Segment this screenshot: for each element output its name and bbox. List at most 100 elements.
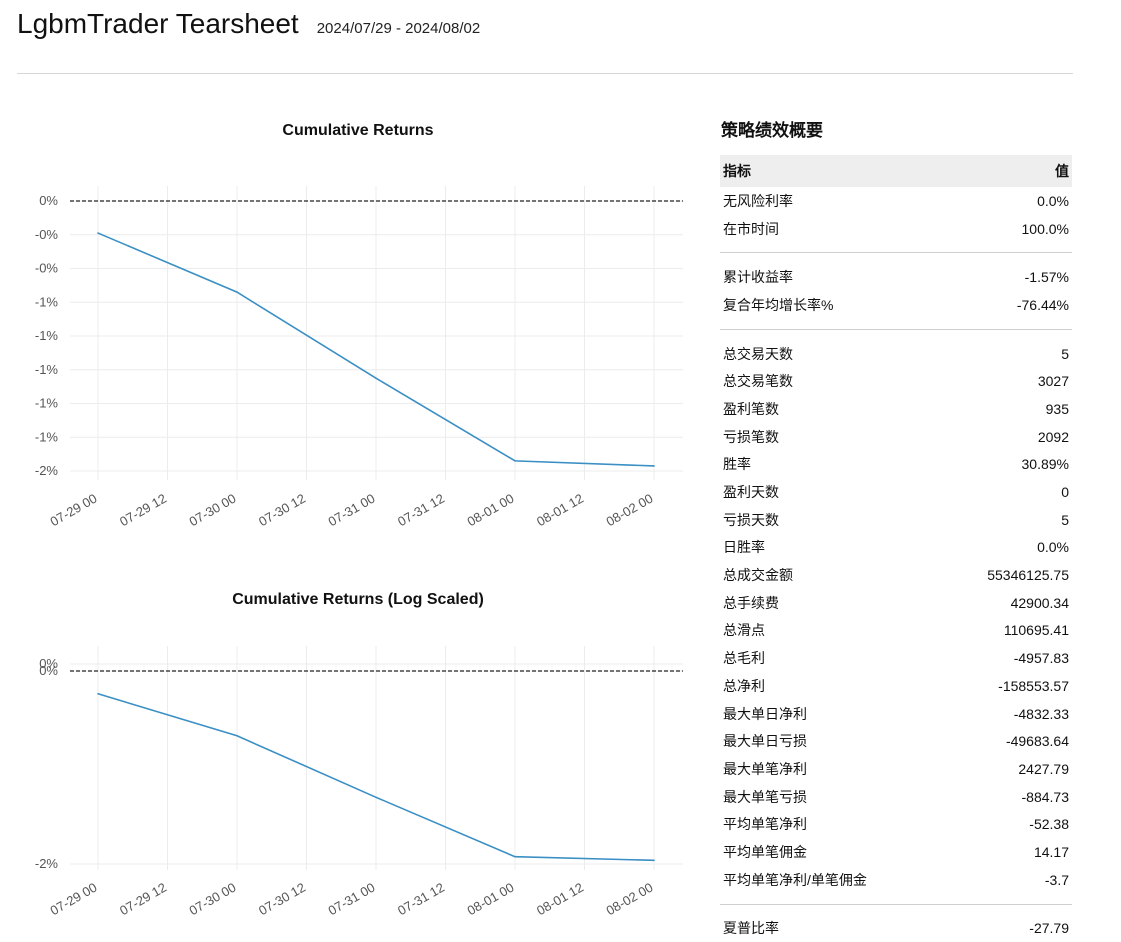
summary-row-label: 总手续费 (723, 593, 779, 613)
data-point (97, 232, 99, 234)
summary-row: 累计收益率-1.57% (720, 263, 1072, 291)
y-tick-label: -2% (35, 856, 59, 871)
summary-row-value: -3.7 (1045, 872, 1069, 888)
x-tick-label: 07-29 00 (48, 880, 100, 919)
x-tick-label: 07-31 00 (326, 491, 378, 530)
summary-row-value: 5 (1061, 346, 1069, 362)
summary-row-label: 平均单笔佣金 (723, 842, 807, 862)
summary-row-value: 0.0% (1037, 539, 1069, 555)
y-tick-label: -0% (35, 227, 59, 242)
summary-row: 平均单笔净利/单笔佣金-3.7 (720, 866, 1072, 894)
summary-row-value: 110695.41 (1004, 622, 1069, 638)
data-point (375, 797, 377, 799)
y-tick-label: -1% (35, 294, 59, 309)
summary-row-label: 盈利笔数 (723, 399, 779, 419)
y-tick-label: 0% (39, 663, 58, 678)
summary-row-value: -76.44% (1017, 297, 1069, 313)
summary-row-value: -4832.33 (1014, 706, 1069, 722)
summary-row: 总净利-158553.57 (720, 672, 1072, 700)
summary-row: 夏普比率 -27.79 (720, 915, 1072, 942)
y-tick-label: -1% (35, 429, 59, 444)
summary-row: 亏损天数 5 (720, 506, 1072, 534)
summary-row-value: -52.38 (1029, 816, 1069, 832)
summary-row: 复合年均增长率% -76.44% (720, 291, 1072, 319)
data-point (653, 860, 655, 862)
x-tick-label: 08-01 12 (534, 491, 586, 530)
summary-row-label: 总毛利 (723, 648, 765, 668)
date-range: 2024/07/29 - 2024/08/02 (317, 20, 480, 37)
summary-row: 最大单笔亏损 -884.73 (720, 783, 1072, 811)
summary-row: 总毛利-4957.83 (720, 644, 1072, 672)
x-tick-label: 07-29 12 (117, 880, 169, 919)
summary-row-value: 3027 (1038, 373, 1069, 389)
summary-row-value: -27.79 (1029, 920, 1069, 936)
x-tick-label: 08-01 00 (465, 880, 517, 919)
summary-row-value: 2427.79 (1018, 761, 1069, 777)
x-tick-label: 07-30 12 (256, 880, 308, 919)
summary-row-label: 复合年均增长率% (723, 295, 833, 315)
data-point (653, 465, 655, 467)
summary-row-label: 总净利 (723, 676, 765, 696)
summary-row-label: 总交易天数 (723, 344, 793, 364)
summary-row-label: 亏损天数 (723, 510, 779, 530)
x-tick-label: 07-30 12 (256, 491, 308, 530)
summary-row-value: 0.0% (1037, 193, 1069, 209)
summary-row: 总成交金额 55346125.75 (720, 561, 1072, 589)
y-tick-label: 0% (39, 193, 58, 208)
x-tick-label: 08-01 00 (465, 491, 517, 530)
summary-row-value: 5 (1061, 512, 1069, 528)
summary-row-label: 最大单日净利 (723, 704, 807, 724)
summary-row-label: 夏普比率 (723, 918, 779, 938)
summary-row: 亏损笔数 2092 (720, 423, 1072, 451)
summary-row-value: 55346125.75 (987, 567, 1069, 583)
summary-row-label: 胜率 (723, 454, 751, 474)
summary-row-label: 总成交金额 (723, 565, 793, 585)
y-tick-label: -1% (35, 328, 59, 343)
data-point (236, 735, 238, 737)
data-point (97, 693, 99, 695)
data-point (375, 377, 377, 379)
summary-row-value: -1.57% (1025, 269, 1069, 285)
summary-row-value: -49683.64 (1006, 733, 1069, 749)
summary-row-label: 总交易笔数 (723, 371, 793, 391)
x-tick-label: 07-31 12 (395, 880, 447, 919)
x-tick-label: 07-29 12 (117, 491, 169, 530)
header-value: 值 (1055, 161, 1069, 181)
summary-row-label: 亏损笔数 (723, 427, 779, 447)
summary-title: 策略绩效概要 (721, 116, 1072, 141)
chart-title-log-scaled: Cumulative Returns (Log Scaled) (178, 591, 538, 609)
y-tick-label: -2% (35, 463, 59, 478)
summary-row-value: 935 (1046, 401, 1069, 417)
data-point (514, 460, 516, 462)
summary-row-label: 最大单笔净利 (723, 759, 807, 779)
summary-row-value: 30.89% (1022, 456, 1069, 472)
data-point (236, 291, 238, 293)
header-divider (17, 73, 1073, 74)
summary-row-label: 最大单笔亏损 (723, 787, 807, 807)
summary-row-value: 2092 (1038, 429, 1069, 445)
chart-title-cumulative-returns: Cumulative Returns (178, 122, 538, 140)
summary-row-label: 盈利天数 (723, 482, 779, 502)
summary-row: 最大单笔净利 2427.79 (720, 755, 1072, 783)
x-tick-label: 07-29 00 (48, 491, 100, 530)
summary-row-value: -884.73 (1022, 789, 1069, 805)
x-tick-label: 08-01 12 (534, 880, 586, 919)
x-tick-label: 07-31 00 (326, 880, 378, 919)
summary-row: 总手续费 42900.34 (720, 589, 1072, 617)
x-tick-label: 07-30 00 (187, 880, 239, 919)
summary-row-label: 总滑点 (723, 620, 765, 640)
y-tick-label: -0% (35, 261, 59, 276)
page-title: LgbmTrader Tearsheet (17, 8, 299, 40)
summary-table-header: 指标 值 (720, 155, 1072, 187)
summary-row: 胜率 30.89% (720, 451, 1072, 479)
x-tick-label: 07-30 00 (187, 491, 239, 530)
data-point (514, 856, 516, 858)
summary-divider (720, 904, 1072, 905)
summary-row-value: 42900.34 (1011, 595, 1069, 611)
